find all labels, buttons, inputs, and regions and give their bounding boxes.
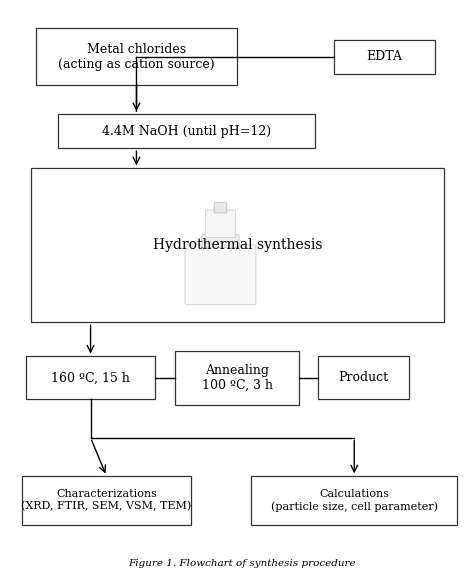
FancyBboxPatch shape: [214, 203, 227, 213]
Text: 160 ºC, 15 h: 160 ºC, 15 h: [51, 372, 130, 384]
Text: Annealing
100 ºC, 3 h: Annealing 100 ºC, 3 h: [202, 364, 273, 392]
FancyBboxPatch shape: [292, 213, 338, 300]
FancyBboxPatch shape: [205, 210, 236, 238]
Text: Characterizations
(XRD, FTIR, SEM, VSM, TEM): Characterizations (XRD, FTIR, SEM, VSM, …: [21, 490, 192, 511]
Text: Metal chlorides
(acting as cation source): Metal chlorides (acting as cation source…: [58, 43, 215, 71]
FancyBboxPatch shape: [318, 357, 410, 399]
FancyBboxPatch shape: [31, 168, 444, 322]
FancyBboxPatch shape: [58, 114, 315, 148]
FancyBboxPatch shape: [251, 476, 457, 525]
Text: Hydrothermal synthesis: Hydrothermal synthesis: [153, 238, 322, 252]
FancyBboxPatch shape: [22, 476, 191, 525]
Text: Product: Product: [338, 372, 389, 384]
FancyBboxPatch shape: [103, 197, 134, 294]
FancyBboxPatch shape: [334, 40, 435, 74]
FancyBboxPatch shape: [91, 263, 343, 271]
FancyBboxPatch shape: [175, 351, 299, 405]
Text: 4.4M NaOH (until pH=12): 4.4M NaOH (until pH=12): [102, 124, 272, 138]
Text: EDTA: EDTA: [366, 51, 402, 63]
Text: Calculations
(particle size, cell parameter): Calculations (particle size, cell parame…: [271, 490, 438, 511]
FancyBboxPatch shape: [91, 263, 343, 314]
FancyBboxPatch shape: [91, 180, 343, 314]
Text: Figure 1. Flowchart of synthesis procedure: Figure 1. Flowchart of synthesis procedu…: [128, 559, 356, 567]
FancyBboxPatch shape: [91, 180, 343, 267]
FancyBboxPatch shape: [185, 245, 256, 305]
FancyBboxPatch shape: [36, 28, 237, 85]
FancyBboxPatch shape: [27, 357, 155, 399]
FancyBboxPatch shape: [202, 235, 239, 248]
